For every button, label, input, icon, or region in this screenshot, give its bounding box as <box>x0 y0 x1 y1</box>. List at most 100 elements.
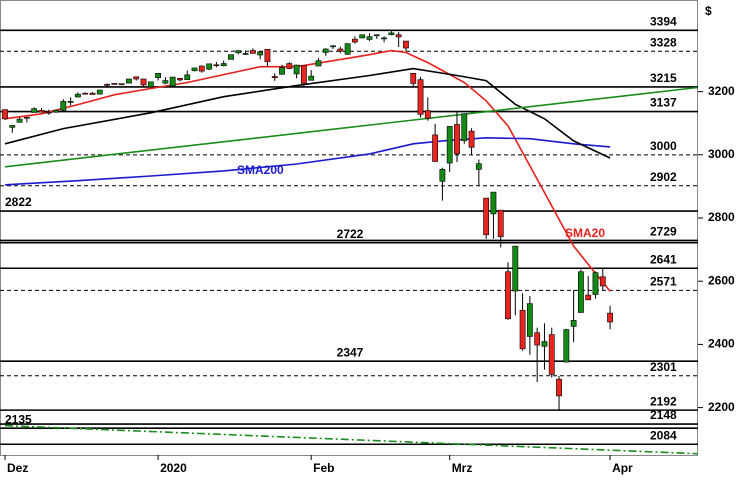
candle-body <box>556 378 562 397</box>
x-tick-label: Feb <box>313 461 334 475</box>
level-label: 2347 <box>337 345 364 359</box>
candle-body <box>206 63 213 70</box>
y-tick-label: 2200 <box>708 400 735 414</box>
y-tick-label: 3000 <box>708 147 735 161</box>
candle-body <box>578 271 584 313</box>
candle-body <box>454 124 460 155</box>
overlay-line <box>4 86 698 168</box>
candle-body <box>279 67 285 75</box>
candle-body <box>235 50 242 54</box>
candle-body <box>344 43 351 55</box>
level-label: 2902 <box>650 170 677 184</box>
candle-body <box>563 329 570 363</box>
overlay-line <box>4 67 611 159</box>
candle-body <box>373 34 380 37</box>
candle-body <box>366 36 373 40</box>
x-tick-label: Mrz <box>452 461 473 475</box>
x-tick-label: Apr <box>612 461 633 475</box>
candle-body <box>82 92 89 95</box>
candle-body <box>286 63 293 69</box>
candle-body <box>526 303 533 337</box>
candle-body <box>31 108 38 113</box>
candle-body <box>257 51 264 56</box>
candle-body <box>308 75 315 81</box>
candle-body <box>446 126 453 164</box>
candle-body <box>118 83 125 86</box>
candle-body <box>381 37 387 40</box>
currency-symbol: $ <box>705 4 712 18</box>
candle-body <box>191 67 198 72</box>
candle-body <box>162 80 169 84</box>
candle-body <box>147 81 154 88</box>
candle-body <box>403 40 409 49</box>
y-tick-label: 2800 <box>708 210 735 224</box>
candle-body <box>271 76 278 79</box>
level-label: 2192 <box>650 394 677 408</box>
candle-body <box>548 334 555 375</box>
candle-body <box>104 84 110 86</box>
level-label: 2571 <box>650 275 677 289</box>
level-label: 3328 <box>650 35 677 49</box>
level-label: 2084 <box>650 428 677 442</box>
candle-body <box>140 78 147 86</box>
candle-body <box>75 93 81 98</box>
overlay-line <box>4 136 611 186</box>
candle-body <box>23 116 30 119</box>
candle-body <box>53 109 59 113</box>
overlay-line <box>4 424 698 455</box>
level-label: 2148 <box>650 408 677 422</box>
level-label: 2722 <box>337 227 364 241</box>
candle-body <box>505 271 511 320</box>
y-tick-label: 2600 <box>708 273 735 287</box>
candle-body <box>155 73 161 79</box>
candle-body <box>570 320 577 327</box>
plot-frame <box>0 0 698 456</box>
candle-body <box>475 163 482 170</box>
candle-body <box>126 78 132 84</box>
candle-body <box>315 60 322 67</box>
candle-body <box>198 65 205 72</box>
candle-body <box>599 276 606 287</box>
candle-body <box>2 109 8 120</box>
candle-body <box>133 76 140 80</box>
candle-body <box>519 309 526 350</box>
candle-body <box>330 45 336 48</box>
candle-body <box>534 332 541 346</box>
level-label: 2822 <box>5 195 32 209</box>
candle-body <box>16 118 23 123</box>
candle-body <box>242 53 249 55</box>
candle-body <box>585 294 592 301</box>
level-label: 3394 <box>650 15 677 29</box>
candle-body <box>395 34 402 38</box>
candle-body <box>490 191 497 215</box>
candle-body <box>388 32 395 36</box>
x-tick-label: Dez <box>7 461 28 475</box>
overlay-label: SMA20 <box>565 226 605 240</box>
candle-body <box>38 109 45 113</box>
y-tick-label: 3200 <box>708 84 735 98</box>
level-label: 3137 <box>650 96 677 110</box>
candle-body <box>497 209 504 237</box>
candle-body <box>461 113 468 141</box>
candle-body <box>410 73 417 84</box>
overlay-label: SMA200 <box>237 163 284 177</box>
candle-body <box>322 48 329 53</box>
candle-body <box>96 89 103 95</box>
candle-body <box>89 92 96 95</box>
candle-body <box>483 197 490 236</box>
candle-body <box>337 48 344 52</box>
candle-body <box>432 134 439 162</box>
level-label: 3215 <box>650 71 677 85</box>
candle-body <box>293 64 300 75</box>
candle-body <box>177 78 183 81</box>
level-label: 2729 <box>650 225 677 239</box>
x-tick-label: 2020 <box>160 461 187 475</box>
candle-body <box>300 65 307 84</box>
candle-body <box>220 63 227 67</box>
candle-body <box>111 83 118 85</box>
candle-body <box>424 110 431 119</box>
candle-body <box>512 245 519 292</box>
candle-body <box>439 169 446 182</box>
candle-body <box>60 101 67 111</box>
